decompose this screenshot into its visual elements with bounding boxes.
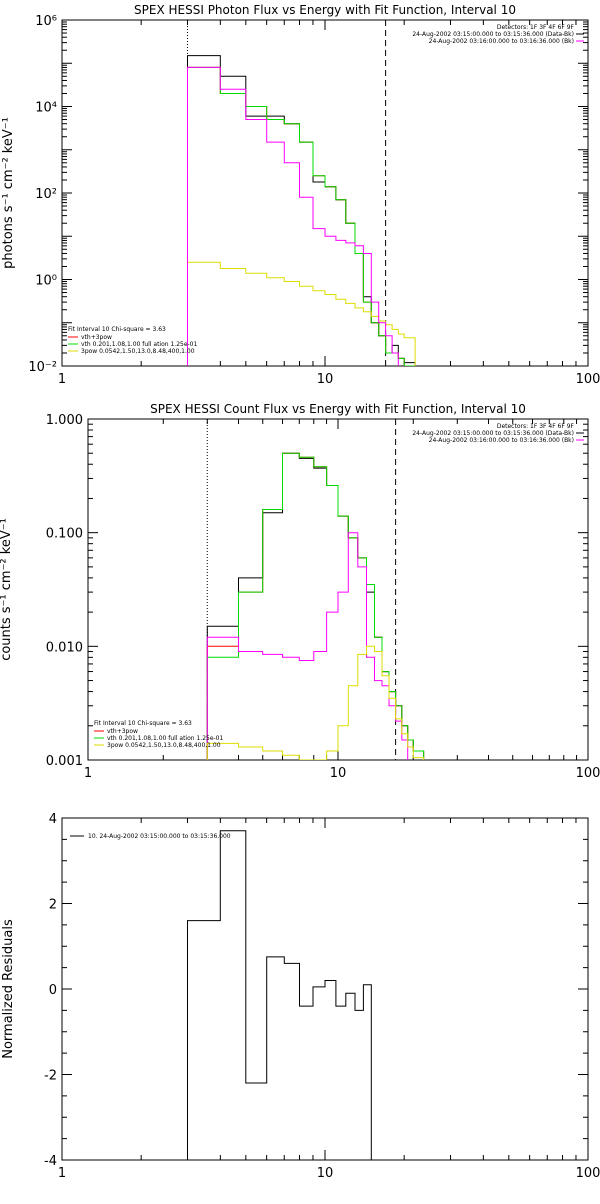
time-legend-label: 10. 24-Aug-2002 03:15:00.000 to 03:15:36… (88, 833, 231, 840)
plot-frame (87, 418, 589, 761)
y-axis-label: Normalized Residuals (1, 919, 16, 1059)
y-tick-label: 0.001 (46, 754, 83, 769)
y-tick-label: 10⁴ (35, 101, 57, 116)
x-tick-label: 10 (317, 372, 334, 387)
fit-legend-title: Fit Interval 10 Chi-square = 3.63 (94, 720, 192, 727)
series-bpow-histogram (206, 645, 425, 760)
y-tick-label: 10² (35, 187, 57, 202)
fit-legend-label: 3pow 0.0542,1.50,13.0,8.48,400,1.00 (81, 348, 195, 355)
plot-frame (61, 19, 589, 367)
x-tick-label: 1 (58, 1166, 66, 1181)
series-bpow-histogram (187, 261, 416, 366)
fit-legend-label: vth+3pow (107, 728, 138, 735)
x-tick-label: 10 (317, 1166, 334, 1181)
fit-legend-label: vth 0.201,1.08,1.00 full ation 1.25e-01 (107, 735, 223, 742)
series-vth-histogram (206, 452, 425, 760)
series-background-histogram (187, 66, 399, 366)
fit-legend-title: Fit Interval 10 Chi-square = 3.63 (68, 326, 166, 333)
chart-title: SPEX HESSI Photon Flux vs Energy with Fi… (134, 3, 516, 17)
fit-legend-label: vth 0.201,1.08,1.00 full ation 1.25e-01 (81, 341, 197, 348)
y-tick-label: 10⁻² (28, 360, 57, 375)
y-tick-label: 10⁰ (35, 274, 57, 289)
detectors-label: Detectors: 1F 3F 4F 6F 9F (497, 24, 575, 31)
x-tick-label: 1 (84, 766, 92, 781)
x-tick-label: 100 (576, 1166, 600, 1181)
y-tick-label: 0.100 (46, 527, 83, 542)
y-tick-label: 0.010 (46, 640, 83, 655)
series-group (187, 55, 416, 366)
fit-legend-label: vth+3pow (81, 334, 112, 341)
series-group (206, 452, 425, 760)
plot-frame (61, 817, 589, 1161)
y-tick-label: 0 (49, 983, 57, 998)
detectors-label: Detectors: 1F 3F 4F 6F 9F (497, 423, 575, 430)
y-tick-label: 2 (49, 898, 57, 913)
y-axis-label: photons s⁻¹ cm⁻² keV⁻¹ (1, 117, 16, 269)
x-tick-label: 100 (576, 766, 600, 781)
y-tick-label: 4 (49, 812, 57, 827)
x-tick-label: 1 (58, 372, 66, 387)
time-legend-label: 24-Aug-2002 03:16:00.000 to 03:16:36.000… (429, 38, 574, 45)
series-total-histogram (206, 452, 425, 760)
series-data-histogram (187, 55, 416, 366)
series-vth-histogram (187, 66, 416, 366)
series-background-histogram (206, 532, 409, 760)
time-legend-label: 24-Aug-2002 03:15:00.000 to 03:15:36.000… (412, 430, 574, 437)
series-total-histogram (187, 66, 416, 366)
series-group (187, 830, 372, 1160)
y-tick-label: -4 (44, 1154, 57, 1169)
time-legend-label: 24-Aug-2002 03:16:00.000 to 03:16:36.000… (429, 437, 574, 444)
series-data-histogram (187, 830, 372, 1160)
y-tick-label: 10⁶ (35, 14, 57, 29)
x-tick-label: 10 (330, 766, 347, 781)
y-axis-label: counts s⁻¹ cm⁻² keV⁻¹ (0, 518, 14, 661)
chart-title: SPEX HESSI Count Flux vs Energy with Fit… (150, 402, 526, 416)
time-legend-label: 24-Aug-2002 03:15:00.000 to 03:15:36.000… (412, 31, 574, 38)
y-tick-label: 1.000 (46, 413, 83, 428)
fit-legend-label: 3pow 0.0542,1.50,13.0,8.48,400,1.00 (107, 742, 221, 749)
x-tick-label: 100 (576, 372, 600, 387)
y-tick-label: -2 (44, 1069, 57, 1084)
series-data-histogram (206, 452, 425, 760)
